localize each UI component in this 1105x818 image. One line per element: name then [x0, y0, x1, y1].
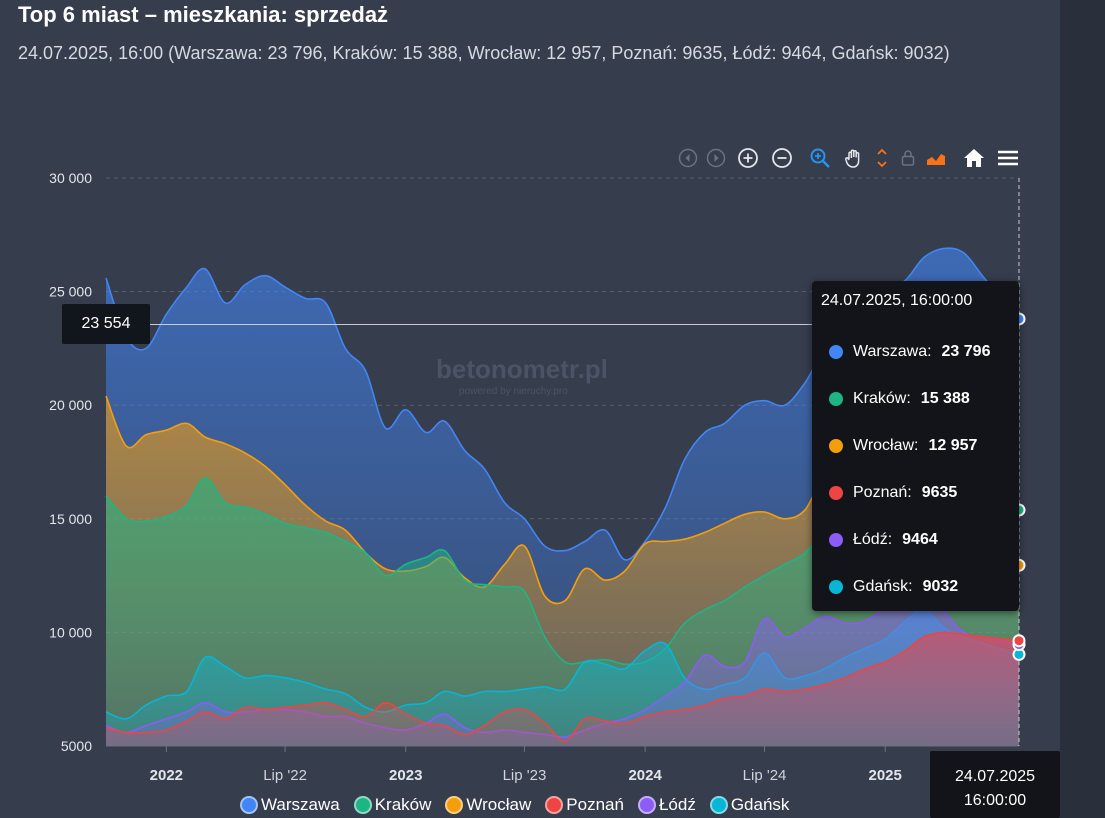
series-dot: [829, 533, 843, 547]
legend-label: Poznań: [566, 795, 624, 814]
watermark-brand: betonometr.pl: [436, 354, 608, 384]
x-tick-label: 2022: [150, 767, 183, 784]
legend-marker: [353, 796, 372, 814]
y-tick-label: 20 000: [49, 397, 92, 413]
tooltip-series-value: 15 388: [920, 390, 970, 407]
legend-item-krakow[interactable]: Kraków: [353, 794, 432, 816]
axes: 5000 10 000 15 000 20 000 25 000 30 000 2022 Li…: [49, 170, 1019, 784]
tooltip-series-name: Poznań:: [853, 484, 912, 501]
legend-label: Kraków: [374, 795, 432, 814]
series-line-poznań: [105, 631, 1020, 743]
xaxis-tooltip-date: 24.07.2025: [954, 768, 1036, 785]
tooltip-series-name: Gdańsk:: [853, 578, 913, 595]
side-panel: [1060, 0, 1105, 818]
tooltip-series-name: Kraków:: [853, 390, 911, 407]
series-dot: [829, 439, 843, 453]
menu-icon[interactable]: [996, 146, 1020, 170]
vertical-resize-icon[interactable]: [870, 146, 894, 170]
xaxis-tooltip: 24.07.2025 16:00:00: [930, 751, 1060, 818]
legend-item-wroclaw[interactable]: Wrocław: [445, 794, 531, 816]
legend-label: Łódź: [658, 795, 696, 814]
legend-label: Gdańsk: [730, 795, 790, 814]
tooltip-series-name: Łódź:: [853, 531, 893, 548]
home-icon[interactable]: [962, 146, 986, 170]
tooltip: 24.07.2025, 16:00:00 Warszawa: 23 796 Kr…: [812, 281, 1019, 611]
legend-marker: [637, 796, 656, 814]
watermark-powered: powered by nieruchy.pro: [459, 386, 568, 397]
crosshair-value-label: 23 554: [62, 304, 150, 344]
zoom-in-icon[interactable]: [736, 146, 760, 170]
lock-icon[interactable]: [896, 146, 920, 170]
series-dot: [829, 392, 843, 406]
selection-zoom-icon[interactable]: [808, 146, 832, 170]
legend-label: Warszawa: [261, 795, 340, 814]
chart-canvas[interactable]: betonometr.pl powered by nieruchy.pro 50…: [0, 0, 1060, 818]
chart-subtitle: 24.07.2025, 16:00 (Warszawa: 23 796, Kra…: [18, 43, 950, 63]
watermark: betonometr.pl powered by nieruchy.pro: [436, 354, 608, 397]
legend-label: Wrocław: [466, 795, 532, 814]
tooltip-row-lodz: Łódź: 9464: [829, 531, 938, 549]
y-tick-label: 30 000: [49, 170, 92, 186]
legend-marker: [709, 796, 728, 814]
tooltip-series-value: 23 796: [941, 343, 991, 360]
pan-right-icon[interactable]: [704, 146, 728, 170]
chart-title: Top 6 miast – mieszkania: sprzedaż: [18, 2, 389, 27]
x-tick-label: 2024: [628, 767, 662, 784]
series-dot: [829, 345, 843, 359]
series-end-marker-poznań: [1012, 634, 1026, 648]
y-tick-label: 15 000: [49, 511, 92, 527]
series-dot: [829, 580, 843, 594]
hand-pan-icon[interactable]: [842, 146, 866, 170]
zoom-out-icon[interactable]: [770, 146, 794, 170]
tooltip-row-wroclaw: Wrocław: 12 957: [829, 437, 977, 455]
tooltip-series-value: 9635: [921, 484, 958, 501]
series-dot: [829, 486, 843, 500]
tooltip-series-value: 9032: [922, 578, 959, 595]
legend-item-poznan[interactable]: Poznań: [545, 794, 624, 816]
legend: Warszawa Kraków Wrocław Poznań Łódź Gdań…: [240, 794, 803, 816]
legend-marker: [445, 796, 464, 814]
legend-item-warszawa[interactable]: Warszawa: [240, 794, 340, 816]
x-tick-label: 2023: [389, 767, 422, 784]
tooltip-row-warszawa: Warszawa: 23 796: [829, 343, 990, 361]
tooltip-series-name: Warszawa:: [853, 343, 932, 360]
tooltip-row-krakow: Kraków: 15 388: [829, 390, 970, 408]
series-layer: [105, 247, 1020, 746]
y-tick-label: 5000: [61, 738, 92, 754]
tooltip-series-name: Wrocław:: [853, 437, 919, 454]
tooltip-series-value: 9464: [902, 531, 938, 548]
legend-item-gdansk[interactable]: Gdańsk: [709, 794, 790, 816]
y-tick-label: 25 000: [49, 284, 92, 300]
x-tick-label: 2025: [869, 767, 902, 784]
tooltip-row-gdansk: Gdańsk: 9032: [829, 578, 958, 596]
legend-marker: [545, 796, 564, 814]
series-area-poznań: [106, 632, 1019, 746]
tooltip-series-value: 12 957: [928, 437, 978, 454]
x-tick-label: Lip '22: [263, 767, 307, 784]
pan-left-icon[interactable]: [676, 146, 700, 170]
area-chart-icon[interactable]: [924, 146, 948, 170]
x-tick-label: Lip '23: [503, 767, 547, 784]
x-tick-label: Lip '24: [743, 767, 787, 784]
tooltip-date: 24.07.2025, 16:00:00: [821, 292, 973, 309]
xaxis-tooltip-time: 16:00:00: [963, 792, 1027, 809]
legend-marker: [240, 796, 258, 814]
tooltip-row-poznan: Poznań: 9635: [829, 484, 957, 502]
legend-item-lodz[interactable]: Łódź: [637, 794, 696, 816]
y-tick-label: 10 000: [49, 624, 92, 640]
